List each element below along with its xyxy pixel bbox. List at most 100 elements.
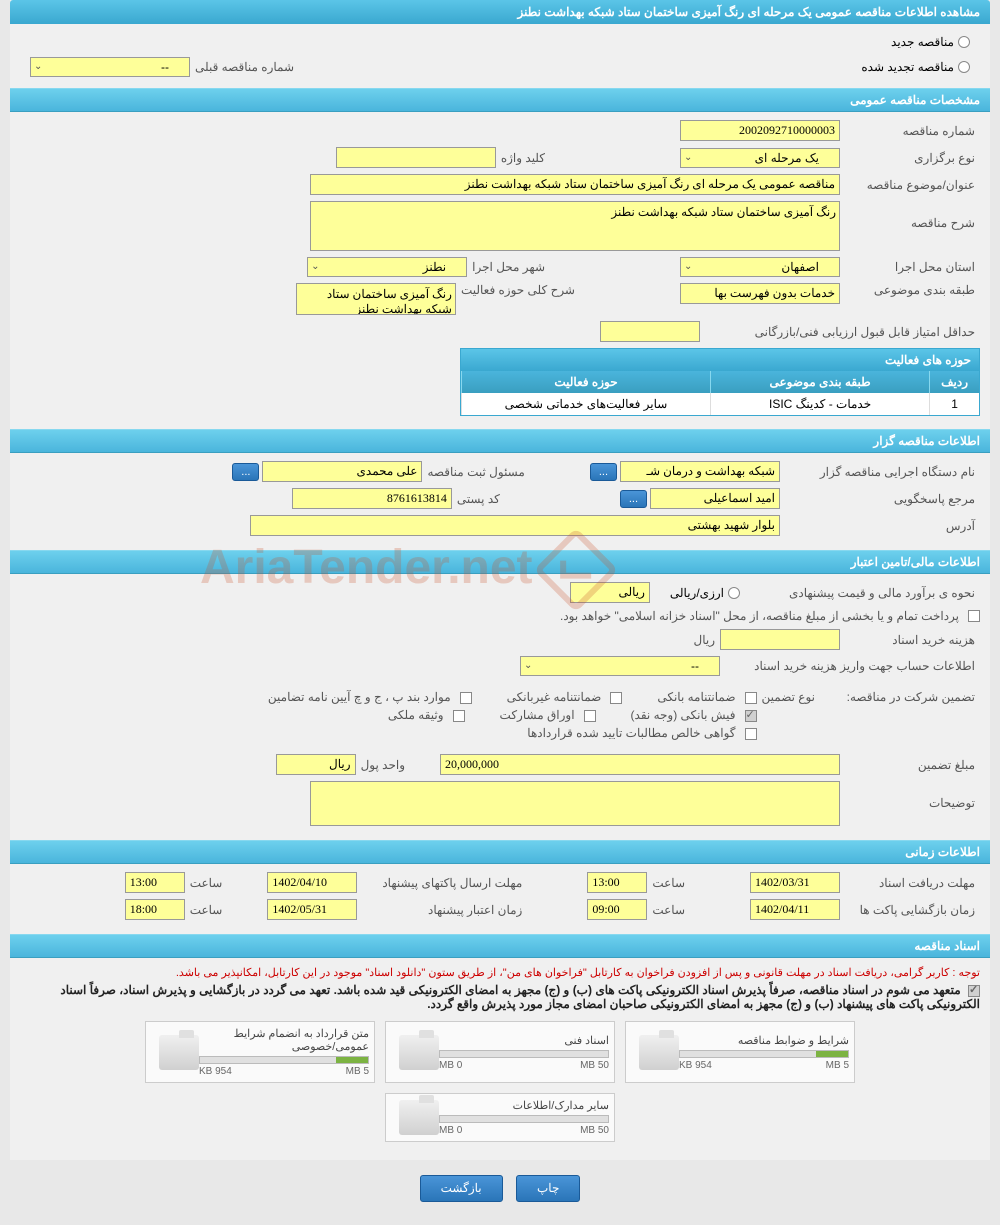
registrar-input[interactable] xyxy=(262,461,422,482)
contact-more-button[interactable]: ... xyxy=(620,490,647,508)
validity-time[interactable] xyxy=(125,899,185,920)
open-date[interactable] xyxy=(750,899,840,920)
section-financial: اطلاعات مالی/تامین اعتبار xyxy=(10,550,990,574)
time-label-4: ساعت xyxy=(185,903,228,917)
province-label: استان محل اجرا xyxy=(840,260,980,274)
type-label: نوع برگزاری xyxy=(840,151,980,165)
postal-label: کد پستی xyxy=(452,492,505,506)
opt-bank: ضمانتنامه بانکی xyxy=(652,690,740,704)
category-label: طبقه بندی موضوعی xyxy=(840,283,980,297)
chevron-down-icon: ⌄ xyxy=(524,660,532,671)
col-row: ردیف xyxy=(929,371,979,393)
open-time[interactable] xyxy=(587,899,647,920)
submit-deadline-date[interactable] xyxy=(267,872,357,893)
doc-box-3[interactable]: متن قرارداد به انضمام شرایط عمومی/خصوصی … xyxy=(145,1021,375,1083)
chk-cert[interactable] xyxy=(745,728,757,740)
cell-cat: خدمات - کدینگ ISIC xyxy=(710,393,929,415)
title-input[interactable] xyxy=(310,174,840,195)
opt-nonbank: ضمانتنامه غیربانکی xyxy=(502,690,607,704)
section-documents: اسناد مناقصه xyxy=(10,934,990,958)
registrar-more-button[interactable]: ... xyxy=(232,463,259,481)
chk-property[interactable] xyxy=(453,710,465,722)
payment-note: پرداخت تمام و یا بخشی از مبلغ مناقصه، از… xyxy=(555,609,964,623)
submit-deadline-label: مهلت ارسال پاکتهای پیشنهاد xyxy=(357,876,527,890)
unit-input[interactable] xyxy=(276,754,356,775)
submit-deadline-time[interactable] xyxy=(125,872,185,893)
doc-box-2[interactable]: اسناد فنی 50 MB0 MB xyxy=(385,1021,615,1083)
page-title: مشاهده اطلاعات مناقصه عمومی یک مرحله ای … xyxy=(10,0,990,24)
progress-bar xyxy=(439,1115,609,1123)
validity-label: زمان اعتبار پیشنهاد xyxy=(357,903,527,917)
opt-bonds: اوراق مشارکت xyxy=(495,708,580,722)
keyword-input[interactable] xyxy=(336,147,496,168)
desc-label: شرح مناقصه xyxy=(840,201,980,230)
open-label: زمان بازگشایی پاکت ها xyxy=(840,903,980,917)
doc-box-4[interactable]: سایر مدارک/اطلاعات 50 MB0 MB xyxy=(385,1093,615,1142)
radio-label: مناقصه جدید xyxy=(891,35,954,49)
doc-cost-input[interactable] xyxy=(720,629,840,650)
radio-new-tender[interactable]: مناقصه جدید xyxy=(891,35,970,49)
keyword-label: کلید واژه xyxy=(496,151,550,165)
table-title: حوزه های فعالیت xyxy=(461,349,979,371)
city-select[interactable]: نطنز ⌄ xyxy=(307,257,467,277)
doc-used: 0 MB xyxy=(439,1060,462,1071)
doc-total: 50 MB xyxy=(580,1125,609,1136)
category-input[interactable] xyxy=(680,283,840,304)
radio-currency[interactable]: ارزی/ریالی xyxy=(670,586,740,600)
radio-icon xyxy=(958,61,970,73)
radio-icon xyxy=(728,587,740,599)
min-score-input[interactable] xyxy=(600,321,700,342)
notes-label: توضیحات xyxy=(840,781,980,810)
payment-checkbox[interactable] xyxy=(968,610,980,622)
progress-bar xyxy=(439,1050,609,1058)
chevron-down-icon: ⌄ xyxy=(311,261,319,272)
account-select[interactable]: -- ⌄ xyxy=(520,656,720,676)
doc-box-1[interactable]: شرایط و ضوابط مناقصه 5 MB954 KB xyxy=(625,1021,855,1083)
amount-input[interactable] xyxy=(440,754,840,775)
number-input[interactable] xyxy=(680,120,840,141)
cell-num: 1 xyxy=(929,393,979,415)
back-button[interactable]: بازگشت xyxy=(420,1175,503,1202)
address-input[interactable] xyxy=(250,515,780,536)
doc-deadline-date[interactable] xyxy=(750,872,840,893)
doc-deadline-time[interactable] xyxy=(587,872,647,893)
city-label: شهر محل اجرا xyxy=(467,260,550,274)
prev-number-select[interactable]: -- ⌄ xyxy=(30,57,190,77)
currency-input[interactable] xyxy=(570,582,650,603)
doc-cost-label: هزینه خرید اسناد xyxy=(840,633,980,647)
type-select[interactable]: یک مرحله ای ⌄ xyxy=(680,148,840,168)
scope-textarea[interactable]: رنگ آمیزی ساختمان ستاد شبکه بهداشت نطنز xyxy=(296,283,456,315)
opt-cert: گواهی خالص مطالبات تایید شده قراردادها xyxy=(522,726,740,740)
notes-textarea[interactable] xyxy=(310,781,840,826)
currency-option-label: ارزی/ریالی xyxy=(670,586,724,600)
org-name-input[interactable] xyxy=(620,461,780,482)
validity-date[interactable] xyxy=(267,899,357,920)
col-category: طبقه بندی موضوعی xyxy=(710,371,929,393)
folder-icon xyxy=(399,1035,439,1070)
doc-title: شرایط و ضوابط مناقصه xyxy=(679,1034,849,1047)
radio-renewed-tender[interactable]: مناقصه تجدید شده xyxy=(861,60,970,74)
notice-line2: متعهد می شوم در اسناد مناقصه، صرفاً پذیر… xyxy=(60,983,980,1011)
desc-textarea[interactable]: رنگ آمیزی ساختمان ستاد شبکه بهداشت نطنز xyxy=(310,201,840,251)
commitment-checkbox[interactable] xyxy=(968,985,980,997)
print-button[interactable]: چاپ xyxy=(516,1175,580,1202)
progress-bar xyxy=(199,1056,369,1064)
title-label: عنوان/موضوع مناقصه xyxy=(840,178,980,192)
org-more-button[interactable]: ... xyxy=(590,463,617,481)
section-general: مشخصات مناقصه عمومی xyxy=(10,88,990,112)
chevron-down-icon: ⌄ xyxy=(684,152,692,163)
doc-total: 5 MB xyxy=(346,1066,369,1077)
chk-cash[interactable] xyxy=(745,710,757,722)
province-select[interactable]: اصفهان ⌄ xyxy=(680,257,840,277)
contact-input[interactable] xyxy=(650,488,780,509)
postal-input[interactable] xyxy=(292,488,452,509)
chk-nonbank[interactable] xyxy=(610,692,622,704)
doc-used: 0 MB xyxy=(439,1125,462,1136)
opt-cases: موارد بند پ ، ج و چ آیین نامه تضامین xyxy=(263,690,456,704)
chk-bank[interactable] xyxy=(745,692,757,704)
doc-cost-unit: ریال xyxy=(688,633,720,647)
folder-icon xyxy=(639,1035,679,1070)
chk-cases[interactable] xyxy=(460,692,472,704)
opt-cash: فیش بانکی (وجه نقد) xyxy=(626,708,741,722)
chk-bonds[interactable] xyxy=(584,710,596,722)
